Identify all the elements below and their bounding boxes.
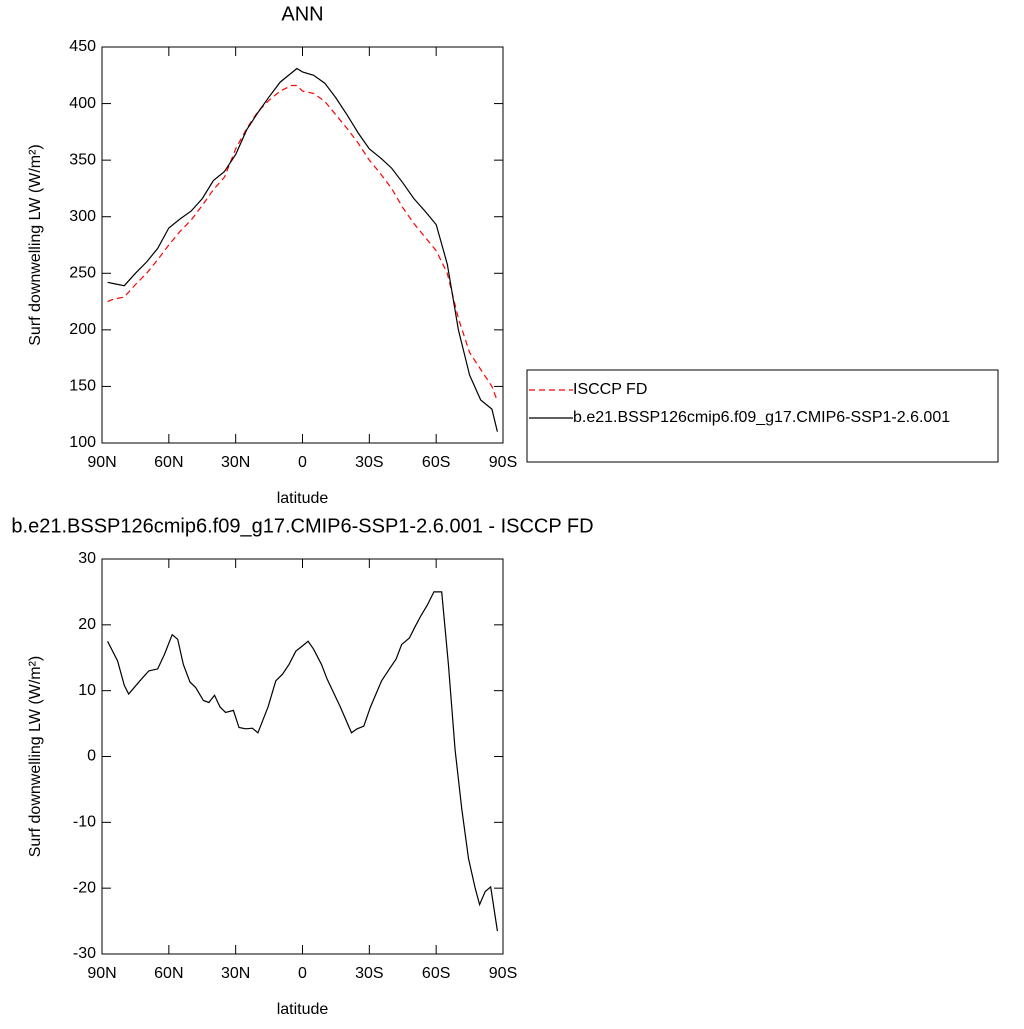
x-tick-label: 60S — [422, 454, 450, 471]
y-tick-label: 100 — [69, 434, 96, 451]
x-tick-label: 30N — [221, 454, 250, 471]
x-tick-label: 90N — [87, 454, 116, 471]
chart-title: b.e21.BSSP126cmip6.f09_g17.CMIP6-SSP1-2.… — [11, 515, 593, 537]
y-tick-label: 150 — [69, 378, 96, 395]
x-tick-label: 60N — [154, 454, 183, 471]
x-tick-label: 30N — [221, 965, 250, 982]
legend-label: ISCCP FD — [573, 381, 647, 398]
y-tick-label: -30 — [73, 945, 96, 962]
x-tick-label: 0 — [298, 965, 307, 982]
x-tick-label: 30S — [355, 454, 383, 471]
x-tick-label: 60S — [422, 965, 450, 982]
x-axis-label: latitude — [277, 490, 329, 507]
x-tick-label: 90S — [489, 454, 517, 471]
x-tick-label: 90N — [87, 965, 116, 982]
legend-label: b.e21.BSSP126cmip6.f09_g17.CMIP6-SSP1-2.… — [573, 409, 950, 426]
y-axis-label: Surf downwelling LW (W/m²) — [27, 656, 44, 858]
y-tick-label: 10 — [78, 682, 96, 699]
y-tick-label: 400 — [69, 95, 96, 112]
data-line — [107, 84, 498, 402]
x-tick-label: 30S — [355, 965, 383, 982]
y-tick-label: 200 — [69, 321, 96, 338]
y-tick-label: 350 — [69, 151, 96, 168]
x-tick-label: 90S — [489, 965, 517, 982]
y-tick-label: 0 — [87, 748, 96, 765]
plot-frame — [101, 558, 504, 955]
chart-title: ANN — [281, 3, 323, 25]
data-line — [107, 67, 498, 432]
x-tick-label: 60N — [154, 965, 183, 982]
y-tick-label: 300 — [69, 208, 96, 225]
y-tick-label: -10 — [73, 814, 96, 831]
legend-box — [526, 369, 999, 463]
y-tick-label: -20 — [73, 879, 96, 896]
y-tick-label: 450 — [69, 38, 96, 55]
data-line — [107, 591, 498, 932]
plot-frame — [101, 46, 504, 444]
x-axis-label: latitude — [277, 1001, 329, 1018]
x-tick-label: 0 — [298, 454, 307, 471]
y-tick-label: 250 — [69, 265, 96, 282]
y-tick-label: 30 — [78, 550, 96, 567]
y-axis-label: Surf downwelling LW (W/m²) — [27, 144, 44, 346]
y-tick-label: 20 — [78, 616, 96, 633]
